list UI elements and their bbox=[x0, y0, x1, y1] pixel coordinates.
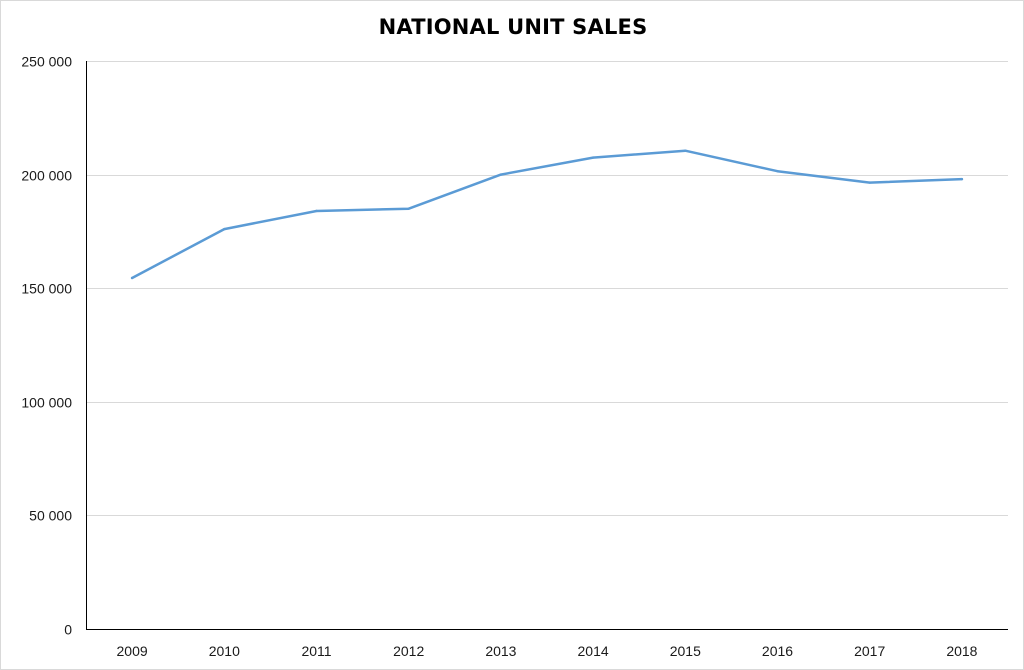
x-tick-label: 2015 bbox=[670, 643, 701, 659]
y-tick-label: 100 000 bbox=[21, 395, 72, 411]
data-point bbox=[315, 209, 318, 213]
y-tick-label: 0 bbox=[64, 622, 72, 638]
y-tick-label: 50 000 bbox=[29, 508, 72, 524]
data-point bbox=[960, 177, 964, 181]
x-tick-label: 2009 bbox=[117, 643, 148, 659]
x-tick-label: 2013 bbox=[485, 643, 516, 659]
series bbox=[130, 149, 964, 280]
x-tick-labels: 2009 2010 2011 2012 2013 2014 2015 2016 2017 2018 bbox=[117, 643, 978, 659]
y-tick-label: 250 000 bbox=[21, 54, 72, 70]
data-point bbox=[684, 149, 687, 152]
x-tick-label: 2016 bbox=[762, 643, 793, 659]
data-point bbox=[130, 276, 134, 280]
y-tick-label: 200 000 bbox=[21, 168, 72, 184]
data-point bbox=[223, 227, 226, 231]
data-point bbox=[591, 156, 595, 159]
x-tick-label: 2018 bbox=[946, 643, 977, 659]
series-line bbox=[130, 149, 964, 280]
y-tick-labels: 0 50 000 100 000 150 000 200 000 250 000 bbox=[21, 54, 72, 638]
chart-title: NATIONAL UNIT SALES bbox=[378, 15, 648, 39]
data-point bbox=[868, 181, 871, 184]
x-tick-label: 2012 bbox=[393, 643, 424, 659]
x-tick-label: 2011 bbox=[301, 643, 331, 659]
data-point bbox=[776, 169, 779, 173]
data-point bbox=[499, 173, 503, 176]
x-tick-label: 2014 bbox=[578, 643, 609, 659]
y-tick-label: 150 000 bbox=[21, 281, 72, 297]
x-tick-label: 2010 bbox=[209, 643, 240, 659]
axes bbox=[86, 61, 1008, 630]
x-tick-label: 2017 bbox=[854, 643, 885, 659]
gridlines bbox=[86, 61, 1008, 516]
data-point bbox=[407, 207, 410, 210]
